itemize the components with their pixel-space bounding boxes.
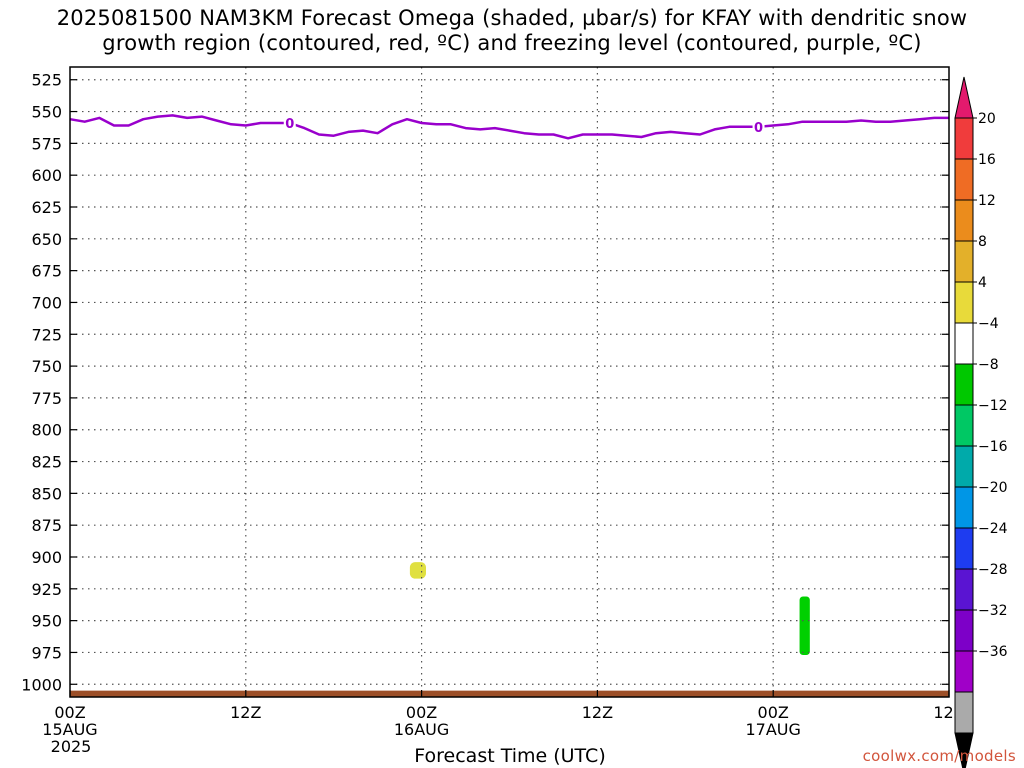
- colorbar-label: −24: [978, 521, 1008, 537]
- y-tick-label: 625: [31, 198, 62, 217]
- colorbar: 20 16 12 8 4 −4 −8 −12 −16 −20 −24 −28 −32 −36: [954, 76, 1008, 768]
- colorbar-swatch: [954, 117, 974, 160]
- y-tick-label: 850: [31, 484, 62, 503]
- colorbar-swatch: [954, 240, 974, 283]
- plot-frame: [69, 66, 950, 698]
- colorbar-swatch: [954, 609, 974, 652]
- chart-title: 2025081500 NAM3KM Forecast Omega (shaded…: [0, 6, 1024, 56]
- y-tick-label: 1000: [21, 675, 62, 694]
- y-tick-label: 575: [31, 134, 62, 153]
- colorbar-bottom-arrow: [954, 732, 974, 768]
- omega-shaded-region: [409, 562, 426, 579]
- terrain-fill: [70, 690, 949, 697]
- x-tick-label: 00Z: [758, 703, 789, 722]
- colorbar-label: 12: [978, 193, 996, 209]
- y-tick-label: 700: [31, 293, 62, 312]
- y-tick-label: 725: [31, 325, 62, 344]
- omega-shaded-layer: [409, 562, 810, 655]
- x-tick-label: 2025: [51, 737, 92, 756]
- y-tick-label: 800: [31, 421, 62, 440]
- colorbar-swatch: [954, 568, 974, 611]
- y-tick-label: 525: [31, 71, 62, 90]
- terrain-layer: [70, 690, 949, 697]
- colorbar-label: 8: [978, 234, 987, 250]
- chart-title-line1: 2025081500 NAM3KM Forecast Omega (shaded…: [56, 6, 968, 30]
- x-tick-label: 12Z: [582, 703, 613, 722]
- colorbar-label: −4: [978, 316, 999, 332]
- colorbar-swatch: [954, 650, 974, 693]
- y-tick-label: 550: [31, 103, 62, 122]
- colorbar-label: −32: [978, 603, 1008, 619]
- y-tick-label: 650: [31, 230, 62, 249]
- colorbar-swatch: [954, 527, 974, 570]
- contour-label-bg: [283, 115, 296, 131]
- y-tick-label: 950: [31, 612, 62, 631]
- x-tick-label: 16AUG: [394, 720, 449, 739]
- y-tick-label: 825: [31, 453, 62, 472]
- grid-layer: [70, 67, 949, 697]
- colorbar-label: 20: [978, 111, 996, 127]
- site-credit: coolwx.com/models: [862, 747, 1016, 765]
- y-tick-label: 975: [31, 643, 62, 662]
- colorbar-label: −20: [978, 480, 1008, 496]
- colorbar-swatch: [954, 404, 974, 447]
- omega-shaded-region: [799, 596, 810, 655]
- x-tick-label: 00Z: [54, 703, 85, 722]
- colorbar-swatch: [954, 486, 974, 529]
- y-tick-label: 900: [31, 548, 62, 567]
- axis-layer: 525 550 575 600 625 650 675 700 725 750 775 800 825 8…: [21, 71, 964, 756]
- colorbar-swatch: [954, 322, 974, 365]
- y-tick-label: 675: [31, 262, 62, 281]
- y-tick-label: 600: [31, 166, 62, 185]
- colorbar-swatch: [954, 281, 974, 324]
- colorbar-label: −36: [978, 644, 1008, 660]
- colorbar-label: −8: [978, 357, 999, 373]
- colorbar-label: 4: [978, 275, 987, 291]
- colorbar-label: −16: [978, 439, 1008, 455]
- colorbar-swatch: [954, 199, 974, 242]
- colorbar-label: −28: [978, 562, 1008, 578]
- colorbar-swatch: [954, 363, 974, 406]
- y-tick-label: 775: [31, 389, 62, 408]
- freezing-level-label: 0: [285, 117, 294, 132]
- freezing-level-line: [69, 114, 949, 140]
- colorbar-label: −12: [978, 398, 1008, 414]
- contour-label-bg: [752, 118, 765, 135]
- y-tick-label: 875: [31, 516, 62, 535]
- colorbar-top-arrow: [954, 76, 974, 119]
- colorbar-label: 16: [978, 152, 996, 168]
- x-axis-label: Forecast Time (UTC): [414, 745, 606, 767]
- y-tick-label: 750: [31, 357, 62, 376]
- colorbar-swatch: [954, 445, 974, 488]
- x-tick-label: 17AUG: [745, 720, 800, 739]
- freezing-level-label: 0: [754, 121, 763, 136]
- colorbar-swatch: [954, 158, 974, 201]
- colorbar-swatch: [954, 691, 974, 734]
- x-tick-label: 12Z: [230, 703, 261, 722]
- chart-title-line2: growth region (contoured, red, ºC) and f…: [102, 31, 922, 55]
- y-tick-label: 925: [31, 580, 62, 599]
- x-tick-label: 15AUG: [42, 720, 97, 739]
- x-tick-label: 00Z: [406, 703, 437, 722]
